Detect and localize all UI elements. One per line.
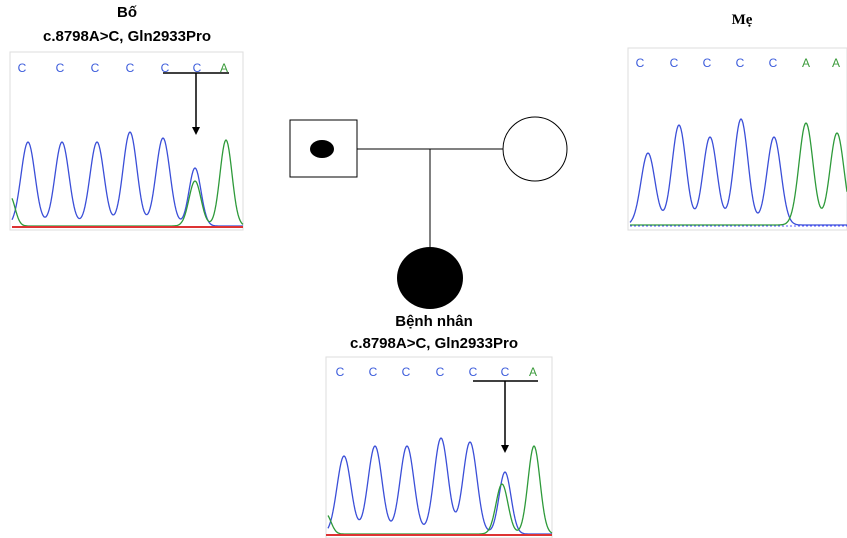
base-letter: C: [18, 61, 27, 75]
base-letter: A: [802, 56, 810, 70]
base-letter: C: [336, 365, 345, 379]
base-letter: C: [126, 61, 135, 75]
base-letter: C: [56, 61, 65, 75]
patient-chromatogram-frame: [326, 357, 552, 538]
base-letter: C: [402, 365, 411, 379]
base-letter: A: [529, 365, 537, 379]
pedigree-figure: Bố c.8798A>C, Gln2933Pro Mẹ Bệnh nhân c.…: [0, 0, 847, 538]
base-letter: C: [703, 56, 712, 70]
base-letter: A: [220, 61, 228, 75]
base-letter: A: [832, 56, 840, 70]
base-letter: C: [769, 56, 778, 70]
base-letter: C: [91, 61, 100, 75]
mother-chromatogram-frame: [628, 48, 847, 230]
father-label: Bố: [117, 4, 137, 21]
base-letter: C: [436, 365, 445, 379]
base-letter: C: [736, 56, 745, 70]
mother-symbol: [503, 117, 567, 181]
base-letter: C: [369, 365, 378, 379]
patient-mutation: c.8798A>C, Gln2933Pro: [350, 335, 518, 352]
patient-symbol: [397, 247, 463, 309]
base-letter: C: [501, 365, 510, 379]
base-letter: C: [193, 61, 202, 75]
carrier-dot: [310, 140, 334, 158]
patient-label: Bệnh nhân: [395, 313, 473, 330]
base-letter: C: [469, 365, 478, 379]
base-letter: C: [636, 56, 645, 70]
father-mutation: c.8798A>C, Gln2933Pro: [43, 28, 211, 45]
base-letter: C: [161, 61, 170, 75]
mother-label: Mẹ: [732, 12, 753, 28]
base-letter: C: [670, 56, 679, 70]
